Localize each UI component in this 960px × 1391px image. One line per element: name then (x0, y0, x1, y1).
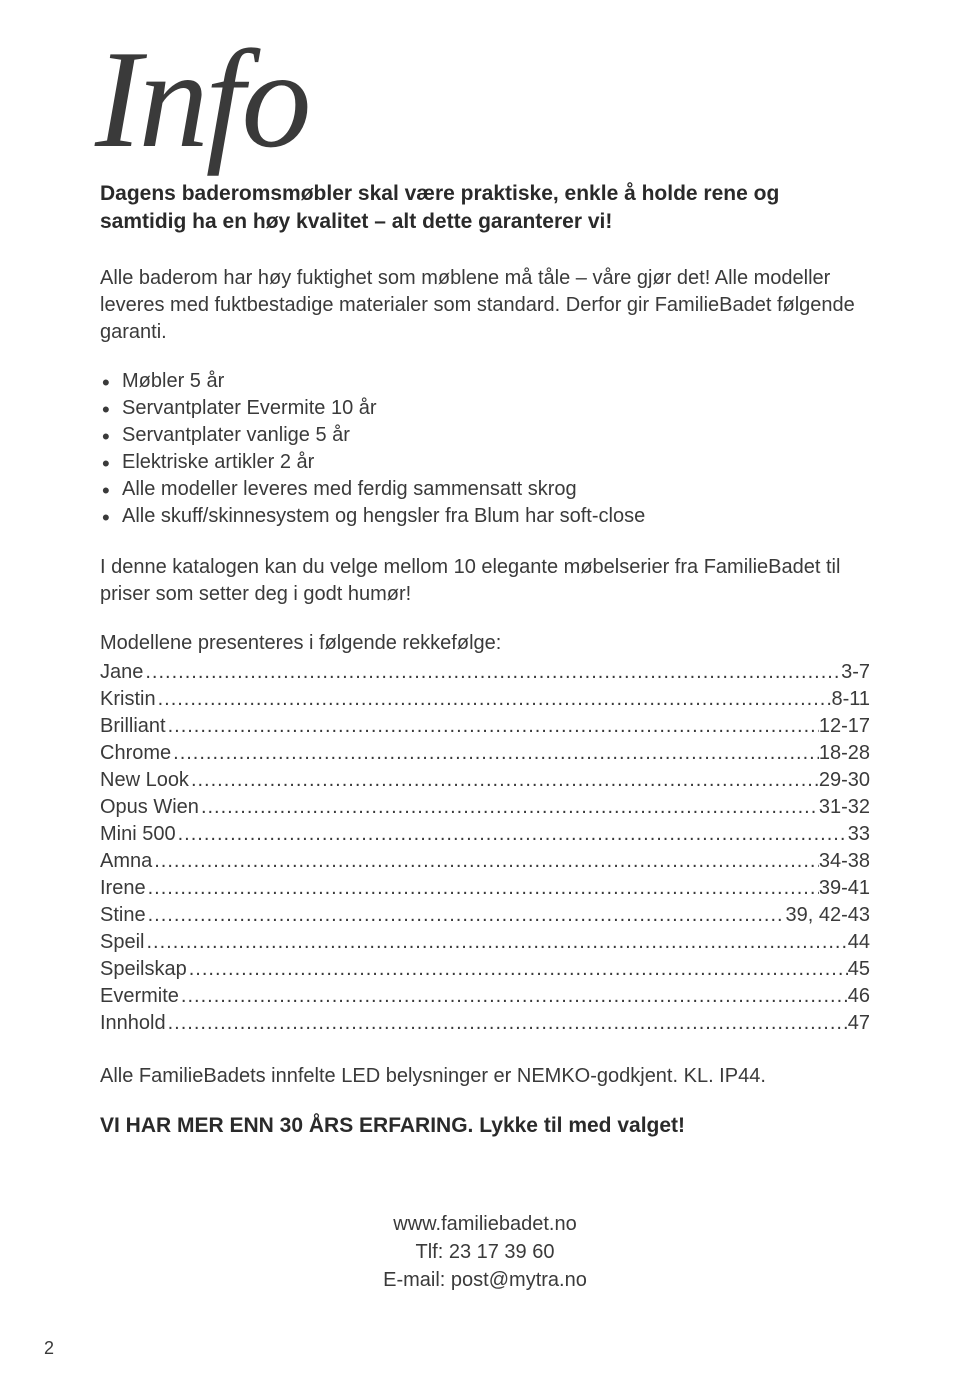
toc-pages: 44 (848, 929, 870, 956)
toc-dots (171, 740, 819, 767)
toc-name: Stine (100, 902, 146, 929)
toc-pages: 45 (848, 956, 870, 983)
toc-name: Opus Wien (100, 794, 199, 821)
toc-pages: 18-28 (819, 740, 870, 767)
toc-row: New Look 29-30 (100, 767, 870, 794)
toc-pages: 34-38 (819, 848, 870, 875)
list-item: Elektriske artikler 2 år (100, 449, 870, 476)
toc-dots (166, 713, 819, 740)
toc-name: Speil (100, 929, 144, 956)
toc-intro: Modellene presenteres i følgende rekkefø… (100, 630, 870, 657)
toc-row: Speil 44 (100, 929, 870, 956)
toc-name: Kristin (100, 686, 156, 713)
toc-dots (176, 821, 848, 848)
paragraph-2: I denne katalogen kan du velge mellom 10… (100, 554, 870, 608)
toc-pages: 39, 42-43 (785, 902, 870, 929)
toc-dots (144, 929, 847, 956)
toc-name: Speilskap (100, 956, 187, 983)
toc-name: Amna (100, 848, 152, 875)
page-content: Info Dagens baderomsmøbler skal være pra… (0, 0, 960, 1334)
toc-row: Opus Wien 31-32 (100, 794, 870, 821)
toc-row: Mini 500 33 (100, 821, 870, 848)
toc-dots (166, 1010, 848, 1037)
intro-paragraph: Dagens baderomsmøbler skal være praktisk… (100, 180, 870, 237)
list-item: Møbler 5 år (100, 368, 870, 395)
list-item: Servantplater Evermite 10 år (100, 395, 870, 422)
toc-pages: 33 (848, 821, 870, 848)
toc-dots (146, 875, 819, 902)
toc-row: Speilskap 45 (100, 956, 870, 983)
script-heading: Info (95, 30, 870, 170)
list-item: Alle modeller leveres med ferdig sammens… (100, 476, 870, 503)
toc-dots (179, 983, 848, 1010)
toc-row: Amna 34-38 (100, 848, 870, 875)
toc-row: Evermite 46 (100, 983, 870, 1010)
page-number: 2 (44, 1338, 54, 1359)
list-item: Servantplater vanlige 5 år (100, 422, 870, 449)
paragraph-3: Alle FamilieBadets innfelte LED belysnin… (100, 1063, 870, 1090)
toc-dots (187, 956, 848, 983)
toc-dots (143, 659, 841, 686)
closing-statement: VI HAR MER ENN 30 ÅRS ERFARING. Lykke ti… (100, 1112, 870, 1140)
toc-row: Innhold 47 (100, 1010, 870, 1037)
paragraph-1: Alle baderom har høy fuktighet som møble… (100, 265, 870, 346)
toc-name: Chrome (100, 740, 171, 767)
toc-row: Stine 39, 42-43 (100, 902, 870, 929)
toc-name: Irene (100, 875, 146, 902)
toc-pages: 47 (848, 1010, 870, 1037)
contact-phone: Tlf: 23 17 39 60 (100, 1238, 870, 1266)
list-item: Alle skuff/skinnesystem og hengsler fra … (100, 503, 870, 530)
toc-dots (189, 767, 819, 794)
toc-name: Brilliant (100, 713, 166, 740)
toc-row: Brilliant 12-17 (100, 713, 870, 740)
toc-pages: 46 (848, 983, 870, 1010)
toc-pages: 29-30 (819, 767, 870, 794)
toc-name: New Look (100, 767, 189, 794)
contact-web: www.familiebadet.no (100, 1210, 870, 1238)
toc-name: Evermite (100, 983, 179, 1010)
toc-row: Irene 39-41 (100, 875, 870, 902)
toc-pages: 39-41 (819, 875, 870, 902)
toc-row: Chrome 18-28 (100, 740, 870, 767)
table-of-contents: Jane 3-7 Kristin 8-11 Brilliant 12-17 Chrom… (100, 659, 870, 1037)
toc-row: Jane 3-7 (100, 659, 870, 686)
toc-name: Jane (100, 659, 143, 686)
toc-name: Innhold (100, 1010, 166, 1037)
toc-pages: 8-11 (831, 686, 870, 713)
toc-name: Mini 500 (100, 821, 176, 848)
toc-dots (156, 686, 832, 713)
toc-dots (146, 902, 786, 929)
toc-pages: 3-7 (841, 659, 870, 686)
toc-pages: 12-17 (819, 713, 870, 740)
contact-email: E-mail: post@mytra.no (100, 1266, 870, 1294)
contact-block: www.familiebadet.no Tlf: 23 17 39 60 E-m… (100, 1210, 870, 1294)
toc-dots (199, 794, 819, 821)
toc-dots (152, 848, 819, 875)
toc-pages: 31-32 (819, 794, 870, 821)
guarantee-bullet-list: Møbler 5 år Servantplater Evermite 10 år… (100, 368, 870, 530)
toc-row: Kristin 8-11 (100, 686, 870, 713)
